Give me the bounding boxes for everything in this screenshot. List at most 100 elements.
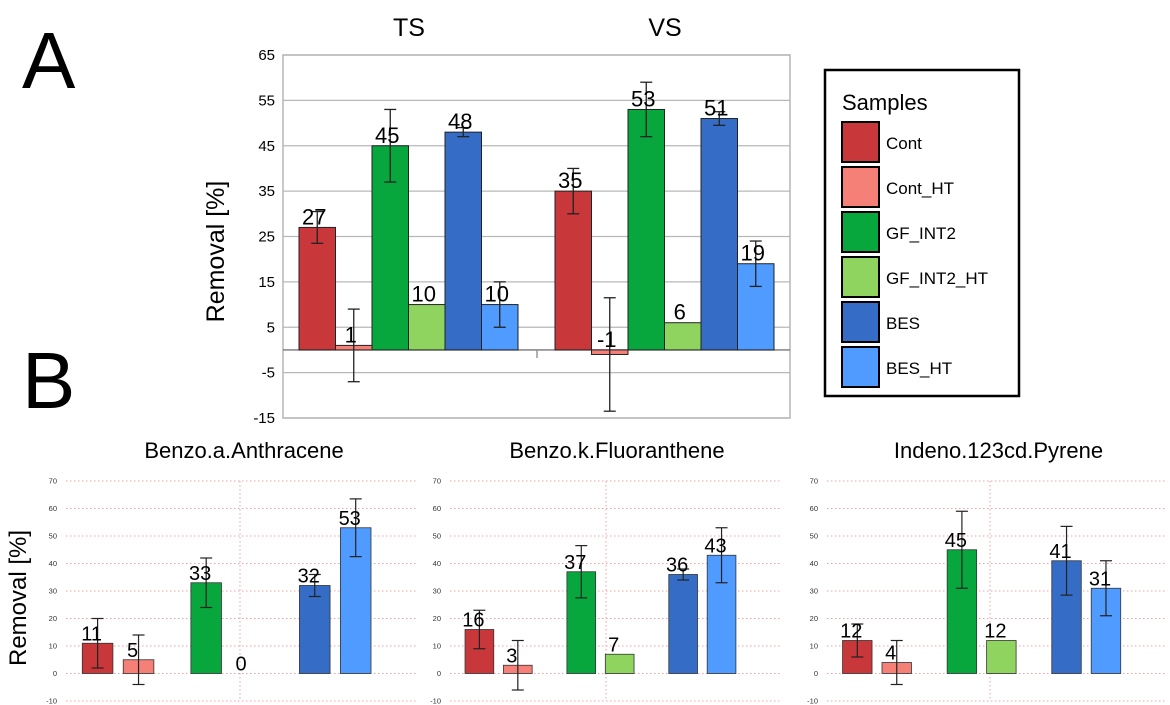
legend-label: Cont_HT [886,179,954,198]
legend-label: BES_HT [886,359,952,378]
data-label: 10 [412,282,436,307]
bar [299,585,331,674]
chart-benzo-k-fluoranthene: -10 0 10 20 30 40 50 60 70 Benzo.k.Fluoranthene 16… [430,438,780,705]
y-tick-label: 70 [49,477,57,486]
data-label: 35 [558,168,582,193]
data-label: 31 [1089,568,1111,590]
data-label: 10 [485,282,509,307]
y-tick-label: 50 [433,532,441,541]
group-title: VS [648,14,681,42]
data-label: 45 [945,530,967,552]
bar [444,131,482,351]
data-label: 19 [741,241,765,266]
data-label: 11 [81,623,102,645]
y-tick-label: 60 [810,504,818,513]
y-axis-label: Removal [%] [5,530,32,666]
data-label: 7 [608,634,619,656]
y-tick-label: 0 [814,669,818,678]
y-tick-label: 30 [810,587,818,596]
chart-title: Benzo.a.Anthracene [144,438,343,463]
y-tick-label: 70 [433,477,441,486]
data-label: 1 [345,322,357,347]
legend-swatch [841,256,880,298]
bar [554,190,592,351]
data-label: 5 [127,640,138,662]
panel-label-b: B [22,336,75,425]
y-tick-label: 45 [258,138,275,155]
y-tick-label: 35 [258,183,275,200]
data-label: 32 [298,566,320,588]
y-tick-label: 5 [267,319,275,336]
y-tick-label: 20 [810,614,818,623]
y-tick-label: 0 [53,669,57,678]
y-tick-label: 20 [433,614,441,623]
y-tick-label: 60 [433,504,441,513]
y-tick-label: 65 [258,47,275,64]
bar [664,322,702,351]
y-tick-label: -10 [430,697,441,705]
group-title: TS [393,14,425,42]
legend: Samples Cont Cont_HT GF_INT2 GF_INT2_HT BES BE… [823,68,1021,398]
y-tick-label: -10 [46,697,57,705]
data-label: 0 [236,654,247,676]
bar [604,653,635,674]
y-tick-label: 10 [49,642,57,651]
legend-swatch [841,166,880,208]
data-label: 3 [506,645,517,667]
bar [700,118,738,351]
legend-swatch [841,121,880,163]
data-label: 43 [704,535,726,557]
y-tick-label: 60 [49,504,57,513]
data-label: 53 [631,86,655,111]
data-label: 41 [1049,541,1071,563]
legend-label: GF_INT2 [886,224,956,243]
y-tick-label: 20 [49,614,57,623]
data-label: 12 [840,621,862,643]
legend-label: GF_INT2_HT [886,269,988,288]
data-label: 6 [674,300,686,325]
bar [668,574,698,674]
chart-title: Benzo.k.Fluoranthene [509,438,724,463]
y-tick-label: -5 [262,365,275,382]
y-tick-label: 70 [810,477,818,486]
data-label: 4 [885,643,896,665]
chart-indeno-pyrene: -10 0 10 20 30 40 50 60 70 Indeno.123cd.Pyrene 12 4… [807,438,1166,705]
data-label: 53 [339,508,361,530]
bar [986,640,1017,674]
legend-swatch [841,301,880,343]
y-tick-label: 30 [433,587,441,596]
data-label: 37 [564,552,586,574]
y-tick-label: 10 [810,642,818,651]
legend-title: Samples [842,90,928,115]
data-label: 33 [189,563,211,585]
legend-swatch [841,346,880,388]
bar [627,108,665,351]
y-tick-label: 40 [433,559,441,568]
y-tick-label: 50 [810,532,818,541]
y-tick-label: 0 [437,669,441,678]
data-label: 27 [302,204,326,229]
data-label: 36 [666,555,688,577]
data-label: 16 [462,610,484,632]
y-tick-label: 55 [258,92,275,109]
legend-label: BES [886,314,920,333]
y-tick-label: 40 [810,559,818,568]
data-label: -1 [597,327,617,352]
y-axis-label: Removal [%] [202,181,230,323]
y-tick-label: 25 [258,229,275,246]
bar [408,304,446,351]
y-tick-label: -15 [253,410,275,427]
chart-title: Indeno.123cd.Pyrene [894,438,1103,463]
y-tick-label: 30 [49,587,57,596]
panel-label-a: A [22,16,76,105]
bar [298,226,336,351]
data-label: 12 [984,621,1006,643]
y-tick-label: -10 [807,697,818,705]
y-tick-label: 40 [49,559,57,568]
chart-benzo-a-anthracene: -10010203040506070Benzo.a.AnthraceneRemo… [5,438,418,705]
data-label: 48 [448,109,472,134]
data-label: 45 [375,123,399,148]
y-tick-label: 10 [433,642,441,651]
legend-label: Cont [886,134,922,153]
